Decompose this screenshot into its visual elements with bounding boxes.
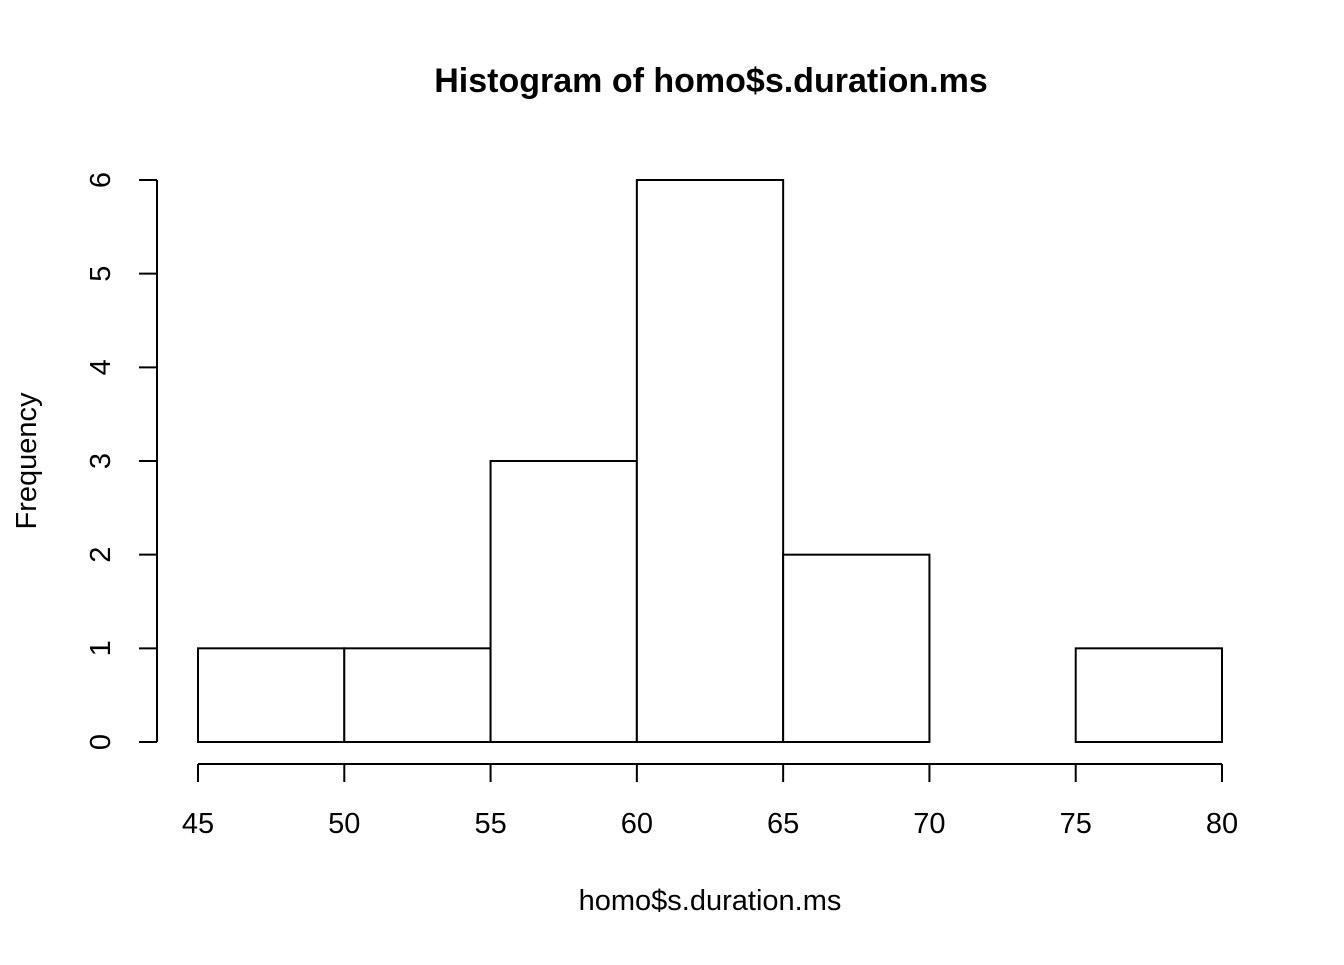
- y-tick-label-1: 1: [85, 640, 117, 656]
- histogram-bars: [197, 179, 1223, 744]
- y-tick-label-5: 5: [85, 266, 117, 282]
- x-tick-label-65: 65: [767, 808, 799, 840]
- x-axis-ticks: 45 50 55 60 65 70 75 80: [182, 764, 1238, 840]
- x-tick-label-45: 45: [182, 808, 214, 840]
- histogram-bar-60-65: [635, 179, 785, 743]
- x-tick-label-70: 70: [913, 808, 945, 840]
- x-axis: 45 50 55 60 65 70 75 80: [182, 763, 1238, 840]
- x-tick-label-50: 50: [328, 808, 360, 840]
- y-tick-label-4: 4: [85, 359, 117, 375]
- x-axis-label: homo$s.duration.ms: [579, 885, 842, 917]
- x-tick-label-80: 80: [1206, 808, 1238, 840]
- y-axis-ticks: 0 1 2 3 4 5 6: [85, 172, 157, 750]
- y-tick-label-2: 2: [85, 547, 117, 563]
- x-tick-label-75: 75: [1060, 808, 1092, 840]
- y-tick-label-0: 0: [85, 734, 117, 750]
- histogram-bar-75-80: [1074, 647, 1223, 743]
- x-tick-label-55: 55: [474, 808, 506, 840]
- histogram-bar-65-70: [782, 553, 931, 744]
- y-tick-label-6: 6: [85, 172, 117, 188]
- chart-title: Histogram of homo$s.duration.ms: [434, 62, 988, 100]
- y-axis: 0 1 2 3 4 5 6: [85, 172, 158, 750]
- y-axis-label: Frequency: [11, 392, 43, 530]
- x-tick-label-60: 60: [621, 808, 653, 840]
- histogram-bar-50-55: [343, 647, 492, 743]
- histogram-bar-45-50: [197, 647, 346, 743]
- histogram-bar-55-60: [489, 460, 638, 743]
- y-tick-label-3: 3: [85, 453, 117, 469]
